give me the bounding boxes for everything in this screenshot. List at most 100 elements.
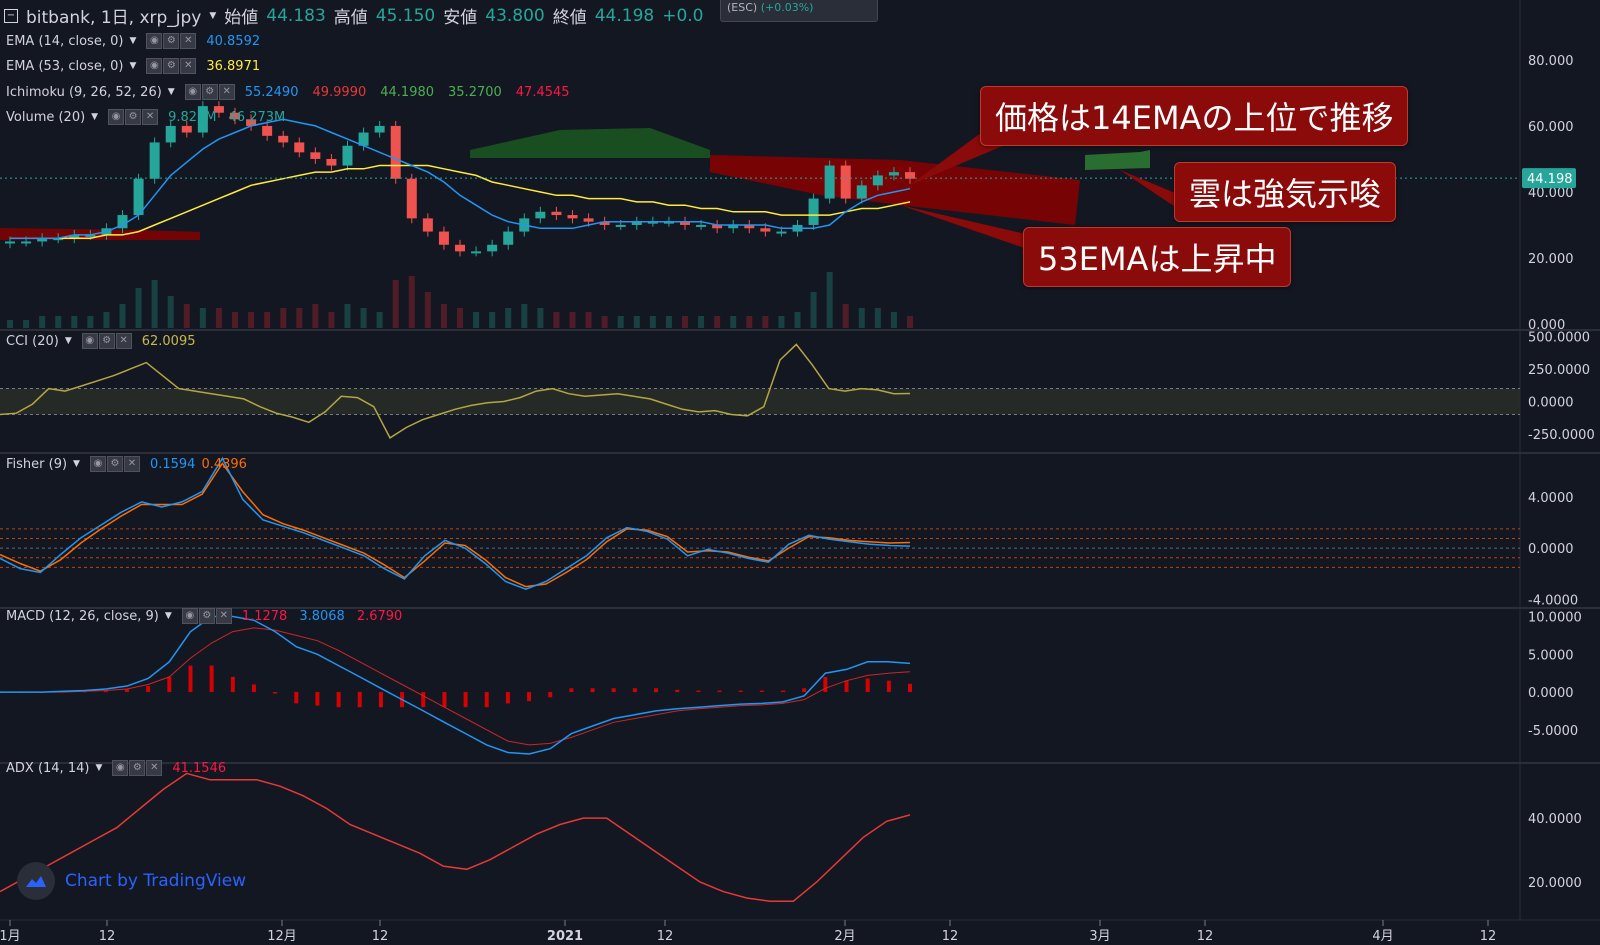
legend-ema53[interactable]: EMA (53, close, 0) ▼ ◉ ⚙ ✕ 36.8971 (6, 58, 260, 74)
candle-body (133, 178, 144, 216)
legend-adx[interactable]: ADX (14, 14) ▼ ◉ ⚙ ✕ 41.1546 (6, 760, 226, 776)
close-icon[interactable]: ✕ (218, 84, 235, 100)
tradingview-branding[interactable]: Chart by TradingView (17, 862, 246, 900)
macd-histogram-bar (463, 692, 468, 708)
gear-icon[interactable]: ⚙ (198, 608, 215, 624)
eye-icon[interactable]: ◉ (146, 33, 163, 49)
legend-ema14[interactable]: EMA (14, close, 0) ▼ ◉ ⚙ ✕ 40.8592 (6, 33, 260, 49)
volume-bar (312, 304, 319, 328)
x-tick-label: 12 (657, 929, 674, 944)
collapse-icon[interactable]: − (4, 8, 18, 23)
gear-icon[interactable]: ⚙ (201, 84, 218, 100)
eye-icon[interactable]: ◉ (146, 58, 163, 74)
fisher-trigger-line (0, 462, 911, 588)
volume-bar (440, 304, 447, 328)
gear-icon[interactable]: ⚙ (98, 333, 115, 349)
legend-cci[interactable]: CCI (20) ▼ ◉ ⚙ ✕ 62.0095 (6, 333, 196, 349)
macd-histogram-bar (717, 690, 722, 693)
macd-histogram-bar (315, 692, 320, 706)
volume-bar (457, 308, 463, 328)
volume-bar (248, 312, 255, 328)
legend-fisher[interactable]: Fisher (9) ▼ ◉ ⚙ ✕ 0.1594 0.4396 (6, 456, 247, 472)
esc-tooltip[interactable]: (ESC) (+0.03%) (720, 0, 878, 22)
volume-bar (135, 288, 142, 328)
close-icon[interactable]: ✕ (180, 33, 197, 49)
close-icon[interactable]: ✕ (180, 58, 197, 74)
macd-value-2: 3.8068 (299, 608, 345, 624)
ema14-label: EMA (14, close, 0) (6, 33, 124, 49)
close-icon[interactable]: ✕ (215, 608, 232, 624)
chevron-down-icon[interactable]: ▼ (167, 87, 175, 97)
volume-bar (617, 316, 624, 328)
callout-ema53-rising: 53EMAは上昇中 (1023, 227, 1292, 287)
esc-label: (ESC) (727, 1, 758, 14)
macd-histogram-bar (442, 692, 447, 708)
legend-ichimoku[interactable]: Ichimoku (9, 26, 52, 26) ▼ ◉ ⚙ ✕ 55.2490 49… (6, 84, 570, 100)
chevron-down-icon[interactable]: ▼ (129, 61, 137, 71)
candle-body (390, 125, 401, 179)
volume-value-1: 9.822M (168, 109, 217, 125)
x-tick-label: 2月 (834, 929, 855, 944)
candle-body (647, 221, 658, 224)
ema53-value: 36.8971 (206, 58, 261, 74)
legend-volume[interactable]: Volume (20) ▼ ◉ ⚙ ✕ 9.822M 46.273M (6, 109, 285, 125)
candle-body (326, 158, 337, 166)
macd-histogram-bar (675, 689, 680, 693)
gear-icon[interactable]: ⚙ (163, 33, 180, 49)
eye-icon[interactable]: ◉ (181, 608, 198, 624)
chevron-down-icon[interactable]: ▼ (129, 36, 137, 46)
x-tick-label: 12 (99, 929, 116, 944)
x-tick-label: 12 (942, 929, 959, 944)
volume-bar (682, 316, 688, 328)
volume-bar (842, 304, 849, 328)
chevron-down-icon[interactable]: ▼ (164, 611, 172, 621)
volume-bar (280, 308, 287, 328)
gear-icon[interactable]: ⚙ (163, 58, 180, 74)
candle-body (230, 112, 240, 120)
gear-icon[interactable]: ⚙ (125, 109, 142, 125)
eye-icon[interactable]: ◉ (89, 456, 106, 472)
close-value: 44.198 (594, 5, 655, 26)
eye-icon[interactable]: ◉ (112, 760, 129, 776)
volume-bar (199, 308, 206, 328)
eye-icon[interactable]: ◉ (81, 333, 98, 349)
legend-macd[interactable]: MACD (12, 26, close, 9) ▼ ◉ ⚙ ✕ 1.1278 3.80… (6, 608, 402, 624)
macd-histogram-bar (146, 686, 151, 693)
close-icon[interactable]: ✕ (123, 456, 140, 472)
macd-histogram-bar (548, 692, 553, 698)
chevron-down-icon[interactable]: ▼ (73, 459, 80, 469)
branding-text: Chart by TradingView (65, 871, 247, 891)
candle-body (535, 211, 546, 219)
candle-body (760, 228, 771, 232)
change-percent: (+0.03%) (760, 1, 814, 14)
x-tick-label: 12 (372, 929, 389, 944)
gear-icon[interactable]: ⚙ (106, 456, 123, 472)
eye-icon[interactable]: ◉ (184, 84, 201, 100)
chevron-down-icon[interactable]: ▼ (91, 112, 99, 122)
candle-body (438, 231, 449, 245)
symbol-title[interactable]: bitbank, 1日, xrp_jpy (26, 8, 202, 28)
chevron-down-icon[interactable]: ▼ (95, 763, 103, 773)
volume-bar (794, 312, 801, 328)
eye-icon[interactable]: ◉ (108, 109, 125, 125)
candle-body (824, 165, 835, 199)
close-icon[interactable]: ✕ (115, 333, 132, 349)
volume-bar (633, 316, 640, 328)
candle-body (358, 132, 369, 146)
volume-bar (537, 308, 544, 328)
close-icon[interactable]: ✕ (142, 109, 159, 125)
chart-header: − bitbank, 1日, xrp_jpy ▼ 始値 44.183 高値 45.15… (4, 3, 704, 28)
ichimoku-value-2: 49.9990 (312, 84, 367, 100)
chevron-down-icon[interactable]: ▼ (64, 336, 72, 346)
close-icon[interactable]: ✕ (146, 760, 163, 776)
cci-label: CCI (20) (6, 333, 59, 349)
gear-icon[interactable]: ⚙ (129, 760, 146, 776)
chevron-down-icon[interactable]: ▼ (209, 10, 217, 21)
macd-line (0, 615, 911, 755)
fisher-value-1: 0.1594 (149, 456, 196, 472)
callout-cloud-bullish: 雲は強気示唆 (1174, 162, 1397, 222)
volume-bar (23, 320, 30, 328)
candle-body (744, 224, 755, 229)
macd-histogram-bar (336, 692, 341, 708)
